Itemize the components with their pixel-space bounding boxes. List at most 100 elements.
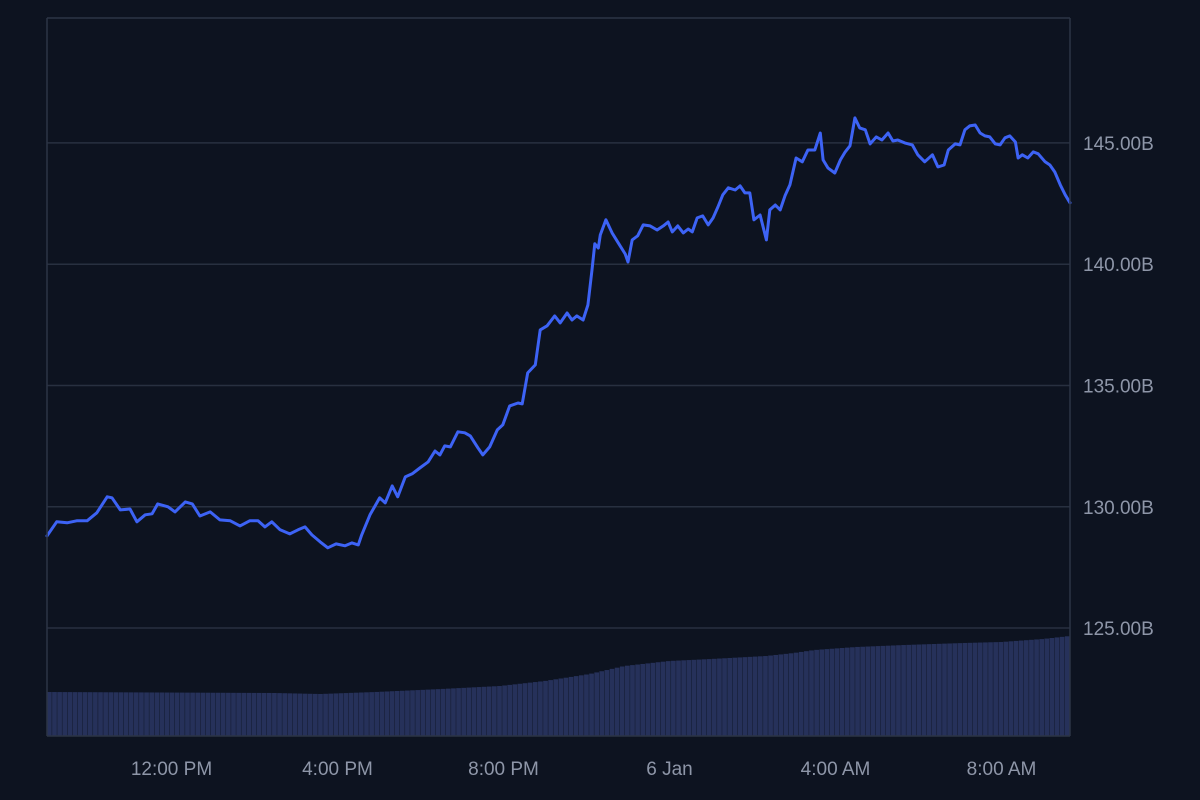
- volume-bar: [788, 653, 794, 736]
- volume-bar: [461, 687, 467, 736]
- volume-bar: [972, 642, 978, 736]
- volume-bar: [231, 692, 236, 736]
- volume-bar: [860, 646, 865, 736]
- volume-bar: [645, 663, 651, 736]
- volume-bar: [359, 692, 364, 736]
- volume-bar: [62, 692, 68, 736]
- volume-bar: [727, 657, 733, 736]
- volume-bar: [312, 693, 318, 736]
- volume-bar: [737, 657, 743, 736]
- volume-bar: [220, 692, 226, 736]
- volume-bar: [103, 692, 108, 736]
- volume-bar: [108, 692, 114, 736]
- volume-bar: [998, 642, 1004, 736]
- volume-bar: [983, 642, 988, 736]
- x-tick-label: 12:00 PM: [131, 759, 212, 780]
- volume-bar: [855, 646, 860, 736]
- volume-bar: [548, 680, 553, 736]
- x-tick-label: 8:00 PM: [468, 759, 539, 780]
- x-tick-label: 4:00 PM: [302, 759, 373, 780]
- volume-bar: [98, 692, 103, 736]
- volume-bar: [425, 689, 431, 736]
- volume-bar: [701, 659, 707, 736]
- volume-bar: [1059, 636, 1065, 736]
- volume-bar: [185, 692, 190, 736]
- volume-bar: [829, 648, 835, 736]
- volume-bar: [272, 693, 277, 736]
- volume-bar: [1029, 639, 1034, 736]
- volume-bar: [502, 685, 507, 736]
- volume-bar: [266, 692, 272, 736]
- volume-bar: [819, 649, 825, 736]
- volume-bar: [522, 683, 528, 736]
- volume-bar: [543, 680, 548, 736]
- x-tick-label: 4:00 AM: [801, 759, 871, 780]
- volume-bar: [937, 643, 942, 736]
- volume-bar: [809, 650, 814, 736]
- volume-bar: [1013, 640, 1019, 736]
- volume-bar: [875, 646, 881, 736]
- volume-bar: [77, 692, 83, 736]
- volume-bar: [169, 692, 175, 736]
- volume-bar: [814, 649, 819, 736]
- volume-bar: [52, 692, 57, 736]
- volume-bar: [609, 668, 615, 736]
- volume-bar: [947, 643, 952, 736]
- volume-bar: [993, 642, 998, 736]
- volume-bar: [405, 690, 410, 736]
- volume-bar: [471, 687, 477, 736]
- volume-bar: [665, 661, 671, 736]
- volume-bar: [399, 690, 405, 736]
- volume-bar: [962, 642, 968, 736]
- volume-bar: [517, 683, 523, 736]
- volume-bar: [824, 649, 830, 736]
- volume-bar: [486, 686, 492, 736]
- volume-bar: [778, 654, 784, 736]
- volume-bar: [241, 692, 247, 736]
- volume-bar: [476, 687, 482, 736]
- volume-bar: [338, 693, 344, 736]
- volume-bar: [911, 644, 917, 736]
- volume-bar: [333, 693, 339, 736]
- y-axis-labels: 125.00B 130.00B 135.00B 140.00B 145.00B: [1083, 134, 1154, 640]
- volume-bar: [967, 642, 973, 736]
- volume-bar: [261, 692, 267, 736]
- volume-bar: [589, 673, 594, 736]
- volume-bar: [415, 690, 420, 736]
- volume-bar: [507, 684, 513, 736]
- volume-bar: [952, 643, 958, 736]
- volume-bar: [635, 664, 640, 736]
- y-tick-label: 130.00B: [1083, 498, 1154, 519]
- volume-bar: [798, 651, 804, 736]
- x-tick-label: 8:00 AM: [967, 759, 1037, 780]
- volume-bar: [896, 645, 901, 736]
- volume-bar: [430, 689, 436, 736]
- volume-bar: [783, 653, 789, 736]
- volume-bar: [87, 692, 93, 736]
- volume-bar: [757, 656, 763, 736]
- volume-bar: [353, 692, 359, 736]
- volume-bar: [957, 643, 963, 736]
- volume-bar: [732, 657, 738, 736]
- volume-bar: [630, 665, 635, 736]
- volume-bar: [256, 692, 262, 736]
- volume-bar: [1044, 638, 1050, 736]
- volume-bar: [804, 651, 809, 736]
- volume-bar: [773, 654, 779, 736]
- volume-bar: [890, 645, 896, 736]
- volume-bar: [174, 692, 180, 736]
- volume-bar: [47, 692, 52, 736]
- volume-bar: [681, 660, 686, 736]
- volume-bar: [456, 688, 461, 736]
- volume-bar: [558, 678, 564, 736]
- volume-bar: [885, 645, 891, 736]
- volume-bar: [226, 692, 231, 736]
- volume-bar: [451, 688, 456, 736]
- volume-bar: [67, 692, 73, 736]
- volume-bar: [93, 692, 98, 736]
- volume-bar: [195, 692, 201, 736]
- volume-bar: [614, 667, 620, 736]
- volume-bar: [942, 643, 947, 736]
- volume-bar: [149, 692, 155, 736]
- volume-bar: [742, 657, 748, 736]
